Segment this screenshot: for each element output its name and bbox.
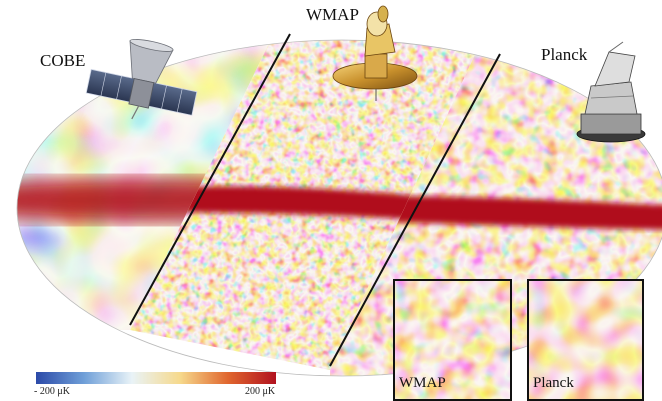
colorbar — [36, 372, 276, 384]
planck-label: Planck — [541, 45, 588, 64]
sky-map-border — [16, 39, 662, 377]
colorbar-min-label: - 200 μK — [34, 386, 70, 397]
cobe-wmap-divider — [129, 33, 291, 326]
planck-satellite-icon — [576, 41, 646, 143]
wmap-inset — [393, 279, 512, 401]
cobe-label: COBE — [40, 51, 86, 70]
wmap-satellite-icon — [332, 5, 418, 101]
planck-inset — [527, 279, 644, 401]
cobe-satellite-icon — [85, 39, 198, 120]
wmap-label: WMAP — [306, 5, 359, 24]
planck-inset-label: Planck — [533, 375, 574, 391]
wmap-inset-label: WMAP — [399, 375, 446, 391]
colorbar-max-label: 200 μK — [245, 386, 276, 397]
wmap-planck-divider — [329, 53, 501, 367]
